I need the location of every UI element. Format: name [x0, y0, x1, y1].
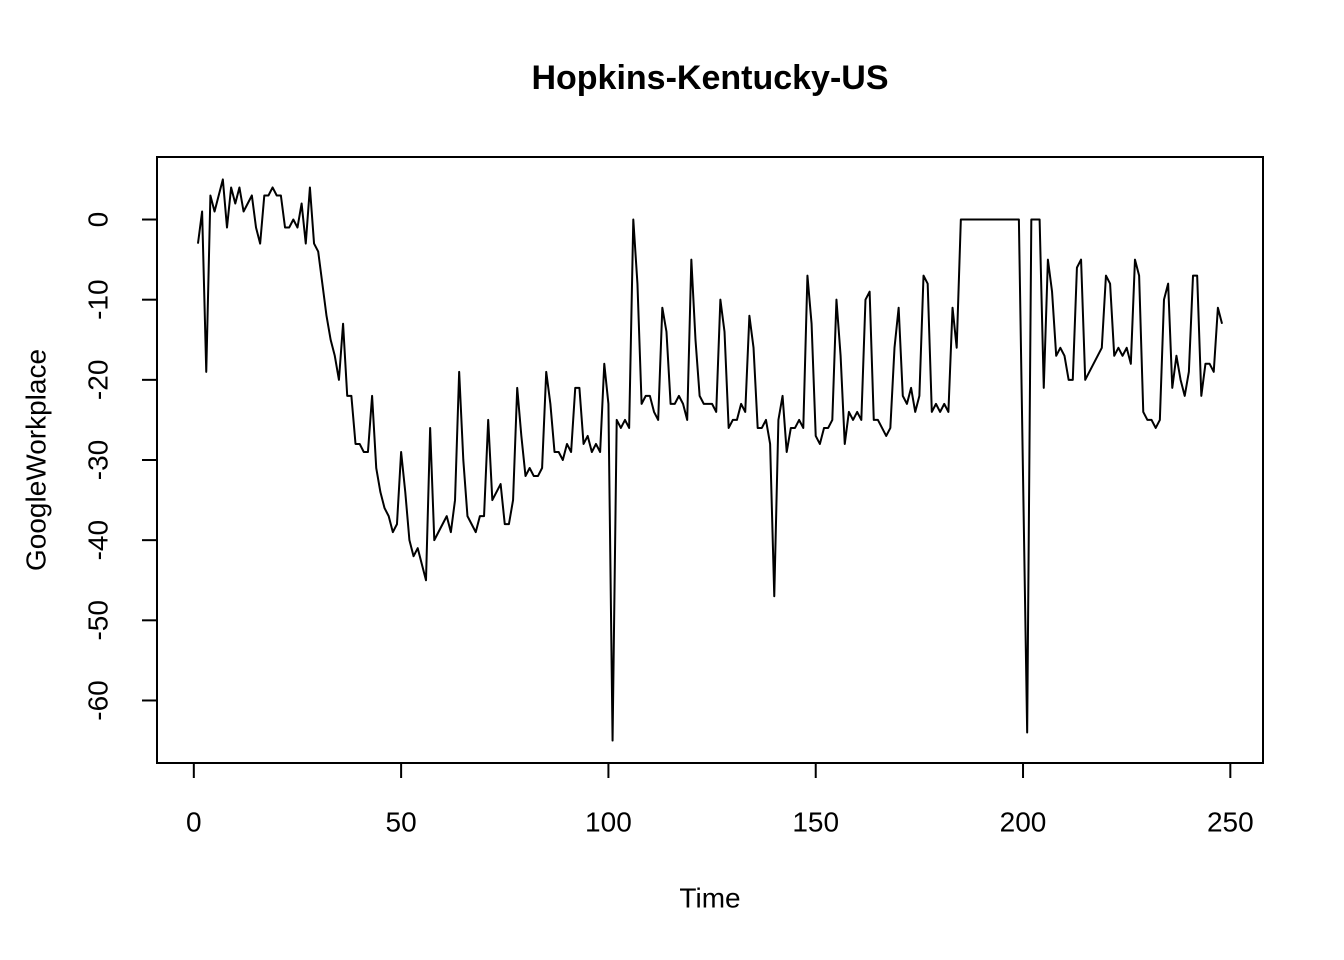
y-tick-label: -30 — [82, 440, 113, 480]
y-tick-label: -10 — [82, 279, 113, 319]
y-tick-label: -20 — [82, 360, 113, 400]
data-line — [196, 178, 1224, 742]
x-tick-label: 50 — [386, 806, 417, 837]
y-tick-label: -60 — [82, 680, 113, 720]
plot-box — [156, 156, 1264, 764]
x-tick-label: 200 — [1000, 806, 1047, 837]
x-tick-label: 250 — [1207, 806, 1254, 837]
x-tick-label: 0 — [186, 806, 202, 837]
x-axis-label: Time — [679, 882, 740, 913]
y-tick-label: 0 — [82, 212, 113, 228]
y-tick-label: -50 — [82, 600, 113, 640]
x-tick-label: 100 — [585, 806, 632, 837]
y-tick-label: -40 — [82, 520, 113, 560]
chart-title: Hopkins-Kentucky-US — [531, 59, 888, 97]
x-tick-label: 150 — [792, 806, 839, 837]
y-axis-label: GoogleWorkplace — [20, 349, 51, 571]
